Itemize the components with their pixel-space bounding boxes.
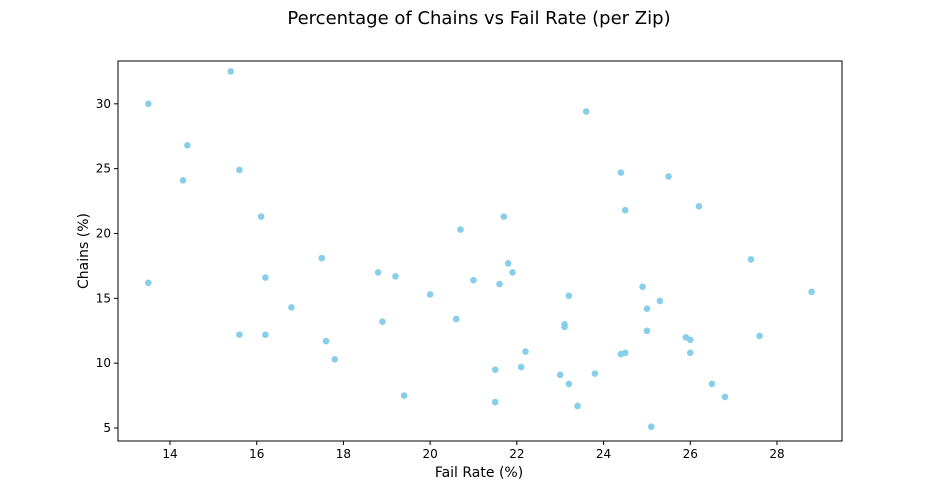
data-point bbox=[145, 100, 152, 108]
data-point bbox=[808, 288, 815, 296]
data-point bbox=[426, 291, 434, 298]
data-point bbox=[695, 202, 703, 210]
data-point bbox=[400, 392, 408, 399]
data-point bbox=[639, 283, 646, 290]
data-point bbox=[582, 108, 590, 115]
data-point bbox=[288, 304, 295, 311]
data-point bbox=[392, 272, 399, 280]
data-point bbox=[262, 331, 269, 338]
data-point bbox=[686, 349, 694, 357]
data-point bbox=[491, 398, 499, 406]
data-point bbox=[756, 332, 763, 340]
data-point bbox=[565, 380, 573, 388]
data-point bbox=[331, 355, 339, 363]
data-point bbox=[145, 279, 152, 287]
data-point bbox=[257, 213, 265, 220]
data-point bbox=[491, 366, 499, 373]
chart-title: Percentage of Chains vs Fail Rate (per Z… bbox=[287, 8, 670, 29]
y-tick-label: 10 bbox=[96, 356, 111, 370]
plot-frame bbox=[117, 60, 843, 442]
data-point bbox=[318, 254, 326, 262]
data-point bbox=[747, 256, 755, 263]
data-point bbox=[262, 274, 269, 281]
x-tick-label: 20 bbox=[423, 447, 438, 461]
data-point bbox=[591, 370, 599, 377]
data-point bbox=[457, 226, 464, 233]
data-point bbox=[236, 331, 243, 338]
data-point bbox=[656, 297, 664, 305]
data-point bbox=[643, 327, 651, 335]
data-point bbox=[561, 323, 568, 331]
y-tick-label: 30 bbox=[96, 97, 111, 111]
data-point bbox=[504, 260, 512, 267]
data-point bbox=[686, 336, 694, 344]
data-point bbox=[470, 276, 477, 284]
data-point bbox=[517, 363, 525, 371]
x-tick-label: 18 bbox=[336, 447, 351, 461]
y-tick-label: 20 bbox=[96, 226, 111, 240]
data-point bbox=[452, 315, 460, 323]
data-point bbox=[522, 348, 529, 355]
data-point bbox=[236, 166, 243, 174]
y-axis-label: Chains (%) bbox=[76, 213, 92, 289]
data-point bbox=[721, 393, 729, 401]
data-point bbox=[621, 206, 629, 214]
data-point bbox=[322, 337, 330, 345]
data-point bbox=[708, 380, 716, 388]
data-point bbox=[184, 142, 191, 149]
plot-area: 14 16 18 20 22 24 26 28 5 10 15 20 25 30 bbox=[96, 60, 843, 461]
data-point bbox=[556, 371, 564, 379]
x-axis-label: Fail Rate (%) bbox=[435, 465, 523, 481]
data-point bbox=[227, 68, 235, 75]
data-point bbox=[374, 269, 382, 276]
x-tick-label: 26 bbox=[683, 447, 698, 461]
data-point bbox=[179, 177, 187, 184]
data-point bbox=[665, 173, 672, 180]
x-tick-label: 22 bbox=[509, 447, 524, 461]
x-tick-label: 16 bbox=[249, 447, 264, 461]
data-point bbox=[643, 305, 651, 313]
data-point bbox=[647, 423, 655, 431]
y-tick-label: 15 bbox=[96, 291, 111, 305]
y-tick-label: 5 bbox=[103, 421, 111, 435]
data-point bbox=[496, 280, 503, 288]
y-tick-label: 25 bbox=[96, 162, 111, 176]
data-point bbox=[621, 349, 629, 357]
data-point bbox=[574, 402, 581, 410]
data-point bbox=[379, 318, 386, 325]
x-tick-label: 28 bbox=[769, 447, 784, 461]
data-point bbox=[565, 292, 573, 300]
data-point bbox=[500, 213, 508, 220]
x-tick-label: 24 bbox=[596, 447, 611, 461]
data-point bbox=[617, 169, 625, 176]
x-tick-label: 14 bbox=[162, 447, 177, 461]
data-point bbox=[509, 269, 516, 276]
